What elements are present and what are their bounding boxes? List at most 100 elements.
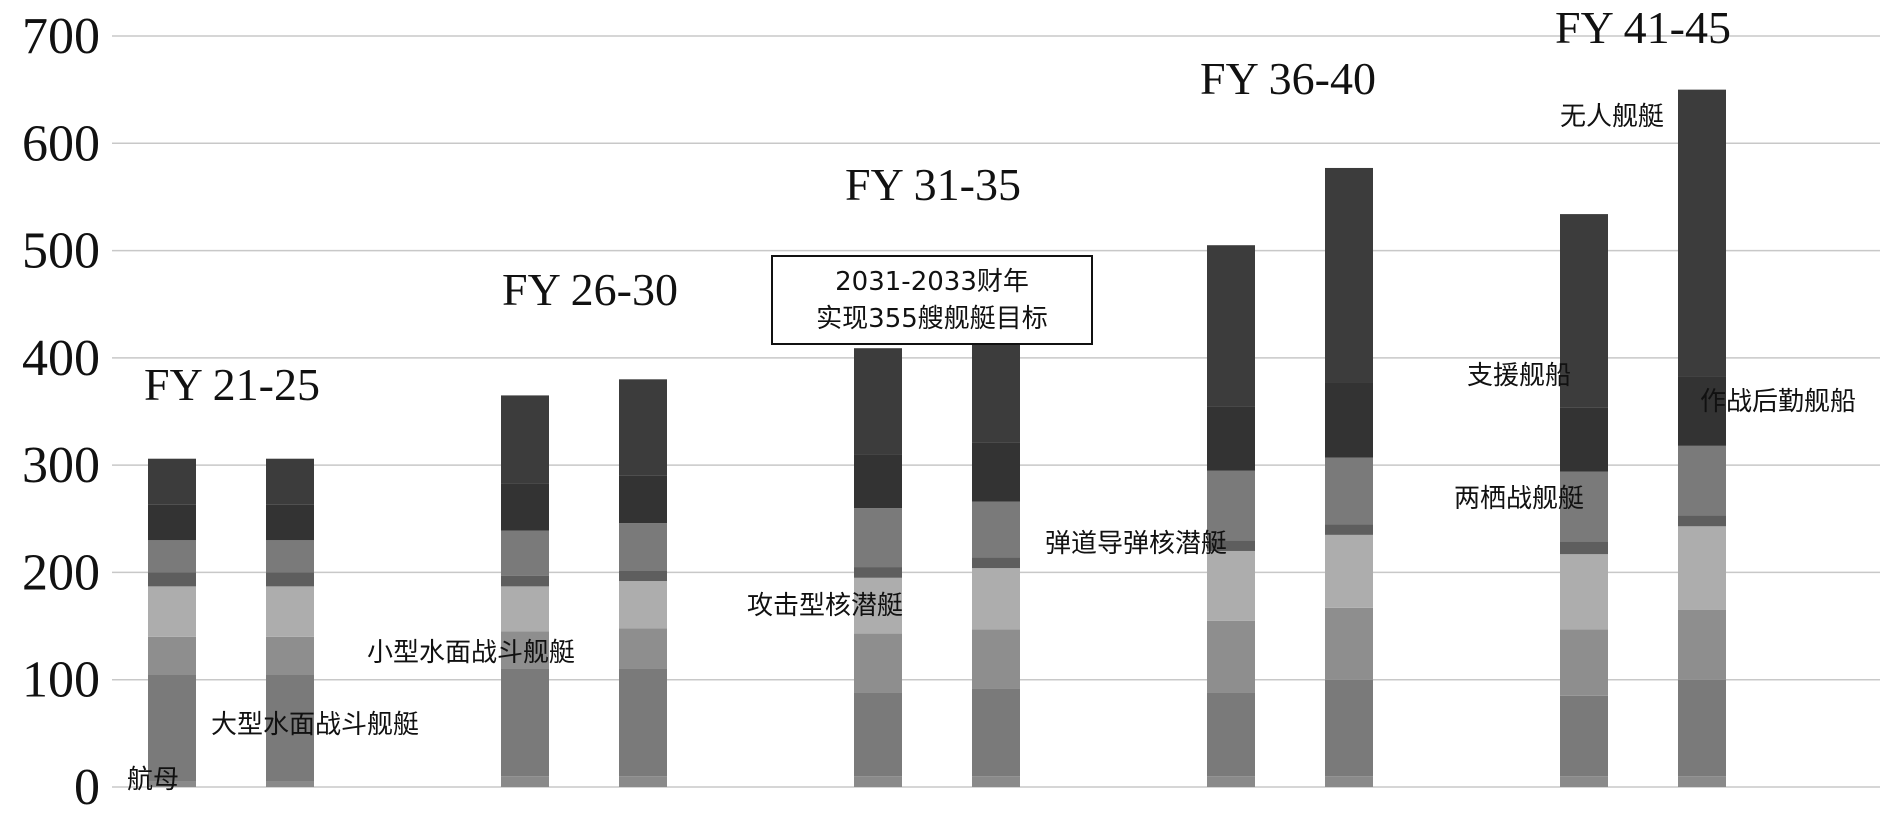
y-tick-label: 600	[22, 115, 100, 172]
bar-segment	[266, 586, 314, 637]
bar-segment	[1560, 554, 1608, 630]
bar-segment	[501, 530, 549, 576]
bar-8	[1325, 167, 1373, 787]
y-tick-label: 0	[74, 759, 100, 816]
y-tick-label: 700	[22, 8, 100, 65]
bar-segment	[972, 776, 1020, 787]
bar-segment	[1678, 609, 1726, 680]
bar-segment	[1325, 524, 1373, 535]
bar-segment	[972, 629, 1020, 689]
bar-segment	[501, 631, 549, 669]
bars	[148, 89, 1726, 787]
bar-segment	[1207, 550, 1255, 621]
bar-segment	[501, 395, 549, 484]
callout-text: 实现355艘舰艇目标	[816, 304, 1048, 334]
bar-segment	[854, 508, 902, 568]
bar-segment	[972, 688, 1020, 777]
bar-4	[619, 379, 667, 787]
bar-segment	[619, 379, 667, 476]
bar-segment	[1560, 471, 1608, 542]
callout-frame	[771, 255, 1093, 345]
bar-segment	[1678, 89, 1726, 377]
bar-segment	[1678, 679, 1726, 777]
y-axis-ticks: 0 100 200 300 400 500 600 700	[22, 8, 100, 816]
bar-segment	[148, 540, 196, 573]
bar-segment	[619, 475, 667, 524]
bar-segment	[266, 674, 314, 782]
bar-segment	[972, 568, 1020, 630]
bar-segment	[1678, 776, 1726, 787]
bar-segment	[266, 636, 314, 675]
y-tick-label: 400	[22, 330, 100, 387]
group-labels: FY 21-25 FY 26-30 FY 31-35 FY 36-40 FY 41-45	[144, 2, 1731, 410]
annotation-label: 作战后勤舰船	[1700, 387, 1856, 417]
bar-9	[1560, 214, 1608, 787]
bar-segment	[854, 567, 902, 578]
annotation-label: 小型水面战斗舰艇	[367, 638, 575, 668]
bar-segment	[619, 668, 667, 777]
bar-segment	[854, 776, 902, 787]
bar-segment	[148, 586, 196, 637]
bar-segment	[1207, 406, 1255, 471]
bar-segment	[501, 575, 549, 587]
bar-3	[501, 395, 549, 787]
bar-segment	[148, 781, 196, 787]
bar-segment	[619, 628, 667, 669]
bar-6	[972, 336, 1020, 787]
y-tick-label: 500	[22, 223, 100, 280]
bar-segment	[619, 570, 667, 582]
bar-segment	[148, 636, 196, 675]
bar-segment	[1207, 470, 1255, 541]
bar-segment	[1325, 167, 1373, 383]
bar-segment	[972, 501, 1020, 558]
bar-segment	[266, 504, 314, 541]
annotation-label: 航母	[127, 765, 179, 795]
bar-segment	[1325, 382, 1373, 458]
bar-7	[1207, 245, 1255, 787]
bar-segment	[1560, 695, 1608, 777]
bar-segment	[619, 581, 667, 629]
bar-segment	[1325, 776, 1373, 787]
bar-10	[1678, 89, 1726, 787]
bar-segment	[854, 577, 902, 634]
annotation-label: 攻击型核潜艇	[747, 591, 903, 621]
bar-segment	[148, 458, 196, 505]
bar-segment	[1560, 407, 1608, 472]
bar-segment	[1325, 607, 1373, 680]
bar-segment	[501, 668, 549, 777]
bar-segment	[972, 442, 1020, 502]
bar-segment	[1207, 245, 1255, 407]
bar-segment	[854, 692, 902, 777]
bar-segment	[148, 674, 196, 782]
bar-segment	[501, 776, 549, 787]
bar-segment	[1678, 515, 1726, 527]
group-label: FY 31-35	[845, 159, 1021, 210]
bar-segment	[854, 454, 902, 509]
bar-segment	[1678, 445, 1726, 516]
group-label: FY 36-40	[1200, 53, 1376, 104]
bar-segment	[148, 572, 196, 587]
y-tick-label: 200	[22, 544, 100, 601]
bar-segment	[501, 586, 549, 632]
group-label: FY 41-45	[1555, 2, 1731, 53]
group-label: FY 21-25	[144, 359, 320, 410]
bar-segment	[1560, 629, 1608, 696]
bar-segment	[854, 348, 902, 455]
bar-segment	[1325, 534, 1373, 608]
annotation-label: 弹道导弹核潜艇	[1045, 529, 1227, 559]
bar-segment	[266, 572, 314, 587]
bar-2	[266, 458, 314, 787]
bar-segment	[972, 336, 1020, 443]
y-tick-label: 100	[22, 652, 100, 709]
bar-segment	[148, 504, 196, 541]
annotation-label: 两栖战舰艇	[1454, 484, 1584, 514]
bar-segment	[619, 523, 667, 571]
bar-segment	[1207, 776, 1255, 787]
bar-segment	[972, 557, 1020, 569]
bar-segment	[1678, 376, 1726, 446]
bar-segment	[1678, 526, 1726, 610]
annotation-label: 支援舰船	[1467, 361, 1571, 391]
annotations: 航母 大型水面战斗舰艇 小型水面战斗舰艇 攻击型核潜艇 弹道导弹核潜艇 两栖战舰艇 支援舰船…	[127, 102, 1856, 795]
